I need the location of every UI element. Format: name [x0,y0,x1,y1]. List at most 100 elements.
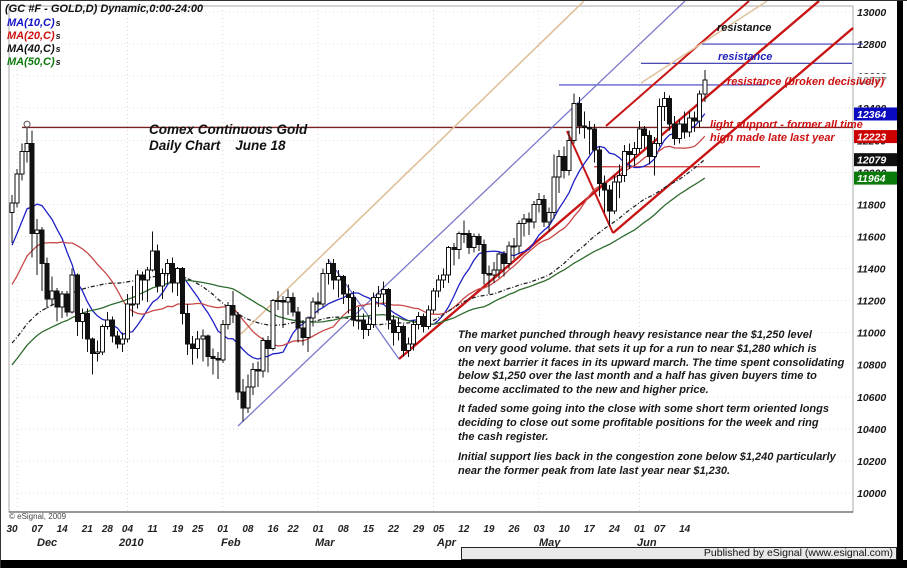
svg-text:12364: 12364 [857,109,886,121]
ma50-suffix: s [55,57,61,67]
svg-text:12223: 12223 [857,132,886,144]
svg-text:12800: 12800 [857,39,886,51]
badge-MA(10,C) [854,107,898,121]
publisher-bar [461,547,897,560]
ma50-label: MA(50,C) [7,56,55,68]
chart-title-line2: Daily Chart June 18 [149,138,286,153]
svg-text:28: 28 [101,524,114,535]
svg-text:05: 05 [433,524,445,535]
svg-text:03: 03 [534,524,546,535]
svg-text:11: 11 [147,524,158,535]
svg-text:Jun: Jun [637,537,657,549]
svg-text:22: 22 [287,524,300,535]
last-price-label: 12577 [857,75,887,87]
trendline-red-channel-upper [605,1,750,127]
svg-text:11200: 11200 [857,296,886,308]
svg-text:2010: 2010 [118,537,144,549]
svg-text:13000: 13000 [857,7,886,19]
candles-layer [9,70,708,422]
symbol-title: (GC #F - GOLD,D) Dynamic,0:00-24:00 [5,3,204,15]
svg-text:Dec: Dec [37,537,57,549]
svg-text:08: 08 [338,524,350,535]
svg-text:01: 01 [313,524,325,535]
badge-MA(40,C) [854,153,898,167]
badge-MA(50,C) [854,171,898,185]
svg-text:10200: 10200 [857,456,886,468]
ma40-suffix: s [55,44,61,54]
annotation-light-support: light support - former all time high mad… [710,119,863,144]
svg-text:15: 15 [363,524,375,535]
price-badges: 12577 12364 12223 12079 11964 [854,73,898,185]
svg-text:Mar: Mar [315,537,335,549]
svg-text:26: 26 [507,524,520,535]
trendline-tan-trendline-upper [640,1,768,84]
svg-text:07: 07 [654,524,666,535]
bottom-border-bar [1,560,907,568]
legend-item-ma40[interactable]: MA(40,C)s [7,43,61,55]
trendline-red-channel-from-may-low [612,27,854,234]
svg-text:30: 30 [6,524,18,535]
svg-text:10: 10 [559,524,571,535]
svg-text:04: 04 [122,524,134,535]
svg-text:11400: 11400 [857,264,886,276]
svg-text:11600: 11600 [857,231,886,243]
svg-text:01: 01 [634,524,646,535]
svg-text:10000: 10000 [857,488,886,500]
ma20-label: MA(20,C) [7,30,55,42]
svg-text:24: 24 [608,524,621,535]
svg-text:11964: 11964 [857,173,886,185]
ma10-suffix: s [55,18,61,28]
svg-text:Feb: Feb [221,537,241,549]
svg-text:12079: 12079 [857,155,886,167]
svg-text:21: 21 [81,524,94,535]
svg-text:11800: 11800 [857,199,886,211]
svg-text:01: 01 [217,524,229,535]
chart-title-line1: Comex Continuous Gold [149,122,308,137]
svg-text:08: 08 [242,524,254,535]
svg-text:19: 19 [483,524,495,535]
commentary-paragraph-3: Initial support lies back in the congest… [458,451,836,477]
svg-text:14: 14 [57,524,69,535]
trendline-red-channel-lower [398,1,820,360]
svg-text:19: 19 [172,524,184,535]
svg-text:14: 14 [679,524,691,535]
trendline-tan-trendline [240,1,585,335]
right-border-band [897,1,903,560]
plot-frame [8,5,854,513]
svg-text:May: May [539,537,561,549]
swing-markers [23,120,31,128]
annotation-resistance-mid: resistance [718,51,773,63]
published-by-text: Published by eSignal (www.esignal.com) [703,547,893,559]
annotation-resistance-top: resistance [717,22,772,34]
svg-text:11000: 11000 [857,328,886,340]
legend-item-ma50[interactable]: MA(50,C)s [7,56,61,68]
trendline-violet-march-downtrend [327,258,400,360]
svg-text:Apr: Apr [436,537,457,549]
ma20-suffix: s [55,31,61,41]
svg-text:25: 25 [191,524,204,535]
svg-text:22: 22 [387,524,400,535]
svg-text:29: 29 [412,524,425,535]
svg-text:17: 17 [584,524,596,535]
ma10-label: MA(10,C) [7,17,55,29]
badge-MA(20,C) [854,130,898,144]
ma40-line [11,158,706,344]
legend-item-ma10[interactable]: MA(10,C)s [7,17,61,29]
trendline-violet-uptrend-from-feb-low [237,1,686,427]
commentary-paragraph-1: The market punched through heavy resista… [458,329,845,397]
legend-item-ma20[interactable]: MA(20,C)s [7,30,61,42]
copyright-notice: © eSignal, 2009 [9,512,67,521]
chart-title: Comex Continuous Gold Daily Chart June 1… [149,122,307,154]
svg-text:10600: 10600 [857,392,886,404]
x-axis-labels: 30 07 14 21 28 04 11 19 25 01 08 16 22 01 08 15 22 29 05 12… [6,524,690,549]
svg-text:10400: 10400 [857,424,886,436]
annotation-resistance-broken: resistance (broken decisively) [727,76,885,88]
ma40-label: MA(40,C) [7,43,55,55]
commentary-paragraph-2: It faded some going into the close with … [458,403,829,443]
svg-text:07: 07 [32,524,44,535]
svg-text:10800: 10800 [857,360,886,372]
trendline-red-may-correction [566,130,614,234]
svg-text:12: 12 [458,524,470,535]
